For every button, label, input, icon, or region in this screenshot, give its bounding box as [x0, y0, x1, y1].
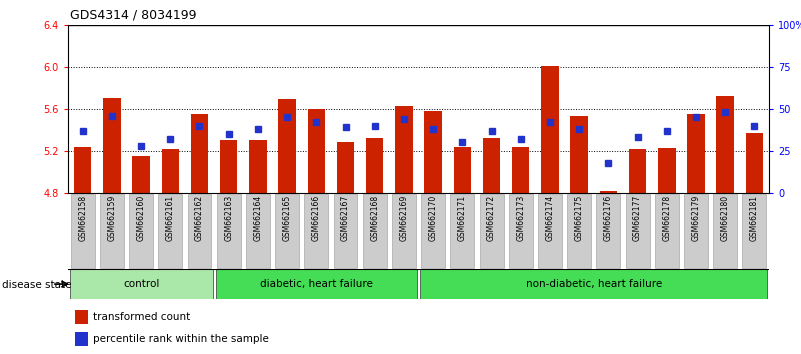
Text: GSM662177: GSM662177	[633, 195, 642, 241]
Bar	[658, 148, 675, 193]
FancyBboxPatch shape	[159, 194, 183, 268]
FancyBboxPatch shape	[304, 194, 328, 268]
Bar	[600, 191, 617, 193]
FancyBboxPatch shape	[450, 194, 474, 268]
Text: GSM662166: GSM662166	[312, 195, 321, 241]
Text: GSM662173: GSM662173	[516, 195, 525, 241]
Bar	[746, 133, 763, 193]
Text: disease state: disease state	[2, 280, 72, 290]
Bar	[279, 99, 296, 193]
Text: control: control	[123, 279, 159, 289]
FancyBboxPatch shape	[421, 194, 445, 268]
Bar	[541, 66, 558, 193]
Bar	[716, 96, 734, 193]
Text: GSM662160: GSM662160	[137, 195, 146, 241]
FancyBboxPatch shape	[684, 194, 708, 268]
Text: GSM662171: GSM662171	[458, 195, 467, 241]
Bar	[366, 138, 384, 193]
FancyBboxPatch shape	[70, 269, 212, 299]
FancyBboxPatch shape	[187, 194, 211, 268]
FancyBboxPatch shape	[567, 194, 591, 268]
Bar	[629, 149, 646, 193]
FancyBboxPatch shape	[100, 194, 124, 268]
FancyBboxPatch shape	[275, 194, 299, 268]
Text: GSM662161: GSM662161	[166, 195, 175, 241]
Text: GSM662170: GSM662170	[429, 195, 437, 241]
Text: transformed count: transformed count	[93, 312, 190, 322]
FancyBboxPatch shape	[538, 194, 562, 268]
Text: GSM662168: GSM662168	[370, 195, 379, 241]
Text: GSM662175: GSM662175	[574, 195, 584, 241]
FancyBboxPatch shape	[70, 194, 95, 268]
Text: GSM662165: GSM662165	[283, 195, 292, 241]
Text: GSM662181: GSM662181	[750, 195, 759, 241]
Bar	[75, 310, 87, 324]
Text: GSM662169: GSM662169	[400, 195, 409, 241]
Bar	[687, 114, 705, 193]
FancyBboxPatch shape	[246, 194, 270, 268]
Bar	[132, 156, 150, 193]
Bar	[308, 109, 325, 193]
Bar	[220, 141, 237, 193]
Text: GSM662162: GSM662162	[195, 195, 204, 241]
Text: GDS4314 / 8034199: GDS4314 / 8034199	[70, 9, 197, 22]
Text: GSM662176: GSM662176	[604, 195, 613, 241]
FancyBboxPatch shape	[480, 194, 504, 268]
Bar	[395, 106, 413, 193]
Bar	[249, 141, 267, 193]
Text: GSM662180: GSM662180	[721, 195, 730, 241]
FancyBboxPatch shape	[129, 194, 153, 268]
Bar	[74, 147, 91, 193]
Text: GSM662172: GSM662172	[487, 195, 496, 241]
Text: GSM662164: GSM662164	[253, 195, 263, 241]
Bar	[570, 116, 588, 193]
Bar	[453, 147, 471, 193]
Text: percentile rank within the sample: percentile rank within the sample	[93, 334, 268, 344]
Bar	[162, 149, 179, 193]
Bar	[425, 111, 442, 193]
Text: non-diabetic, heart failure: non-diabetic, heart failure	[525, 279, 662, 289]
FancyBboxPatch shape	[743, 194, 767, 268]
FancyBboxPatch shape	[509, 194, 533, 268]
FancyBboxPatch shape	[420, 269, 767, 299]
FancyBboxPatch shape	[363, 194, 387, 268]
Bar	[75, 332, 87, 346]
FancyBboxPatch shape	[215, 269, 417, 299]
Bar	[483, 138, 501, 193]
Text: GSM662167: GSM662167	[341, 195, 350, 241]
FancyBboxPatch shape	[713, 194, 737, 268]
Text: GSM662159: GSM662159	[107, 195, 116, 241]
FancyBboxPatch shape	[217, 194, 240, 268]
FancyBboxPatch shape	[333, 194, 357, 268]
Bar	[512, 147, 529, 193]
Bar	[103, 98, 121, 193]
Text: GSM662163: GSM662163	[224, 195, 233, 241]
FancyBboxPatch shape	[654, 194, 678, 268]
FancyBboxPatch shape	[597, 194, 620, 268]
Text: GSM662174: GSM662174	[545, 195, 554, 241]
FancyBboxPatch shape	[626, 194, 650, 268]
Bar	[191, 114, 208, 193]
Text: GSM662178: GSM662178	[662, 195, 671, 241]
FancyBboxPatch shape	[392, 194, 416, 268]
Text: GSM662179: GSM662179	[691, 195, 700, 241]
Bar	[336, 142, 354, 193]
Text: diabetic, heart failure: diabetic, heart failure	[260, 279, 372, 289]
Text: GSM662158: GSM662158	[78, 195, 87, 241]
